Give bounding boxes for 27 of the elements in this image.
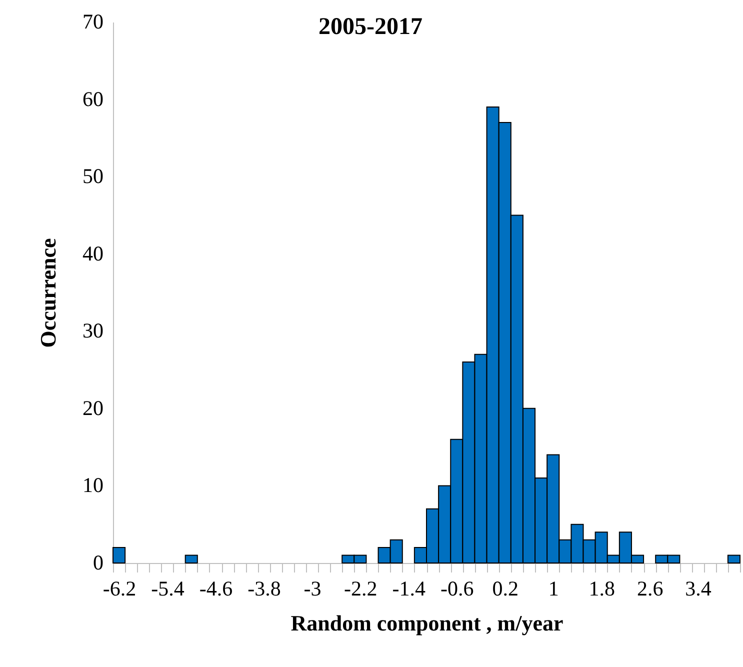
x-tick-label: -3 bbox=[304, 576, 322, 600]
x-tick-label: 1 bbox=[548, 576, 559, 600]
y-tick-label: 60 bbox=[82, 86, 104, 111]
x-tick-label: 1.8 bbox=[588, 576, 615, 600]
x-tick-label: -1.4 bbox=[392, 576, 426, 600]
x-axis-title: Random component , m/year bbox=[290, 610, 564, 636]
bar bbox=[112, 547, 126, 564]
x-tick-label: -5.4 bbox=[151, 576, 185, 600]
y-tick-label: 10 bbox=[82, 473, 104, 498]
y-tick-label: 20 bbox=[82, 396, 104, 420]
x-tick-label: -0.6 bbox=[440, 576, 474, 600]
y-tick-label: 30 bbox=[82, 318, 104, 343]
y-tick-label: 50 bbox=[82, 164, 104, 188]
x-tick-label: 0.2 bbox=[492, 576, 518, 600]
y-axis-title: Occurrence bbox=[36, 238, 60, 348]
x-tick-label: -3.8 bbox=[248, 576, 281, 600]
y-tick-label: 70 bbox=[82, 10, 104, 34]
x-tick-label: 2.6 bbox=[636, 576, 664, 600]
x-tick-label: -6.2 bbox=[102, 576, 136, 600]
bar bbox=[727, 554, 740, 564]
chart-title: 2005-2017 bbox=[318, 14, 422, 40]
x-tick-label: -2.2 bbox=[344, 576, 378, 600]
y-tick-label: 0 bbox=[93, 550, 104, 574]
x-tick-label: -4.6 bbox=[199, 576, 233, 600]
y-tick-label: 40 bbox=[82, 241, 104, 266]
bar bbox=[184, 554, 198, 564]
x-tick-label: 3.4 bbox=[685, 576, 712, 600]
